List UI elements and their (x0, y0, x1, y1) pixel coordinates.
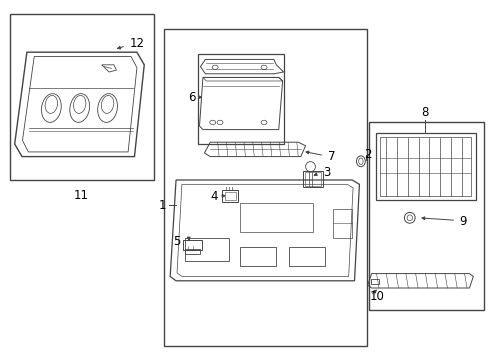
Text: 11: 11 (73, 189, 88, 202)
Bar (239, 203, 312, 232)
Bar (239, 247, 276, 266)
Text: 4: 4 (210, 190, 217, 203)
Bar (303, 171, 322, 187)
Bar (370, 279, 379, 284)
Bar (368, 122, 483, 310)
Bar (185, 249, 200, 254)
Text: 3: 3 (322, 166, 329, 179)
Bar (375, 133, 475, 200)
Bar (224, 192, 235, 200)
Bar (184, 238, 228, 261)
Bar (183, 240, 202, 250)
Bar (380, 137, 470, 196)
Text: 7: 7 (327, 150, 334, 163)
Bar (305, 172, 320, 186)
Text: 1: 1 (159, 199, 166, 212)
Bar (10, 14, 154, 180)
Bar (198, 54, 283, 144)
Bar (222, 190, 238, 202)
Text: 9: 9 (459, 215, 466, 228)
Text: 8: 8 (421, 106, 428, 119)
Bar (288, 247, 325, 266)
Text: 2: 2 (364, 148, 371, 161)
Text: 10: 10 (368, 291, 383, 303)
Text: 5: 5 (173, 235, 181, 248)
Bar (163, 29, 366, 346)
Text: 12: 12 (129, 37, 144, 50)
Text: 6: 6 (188, 91, 195, 104)
